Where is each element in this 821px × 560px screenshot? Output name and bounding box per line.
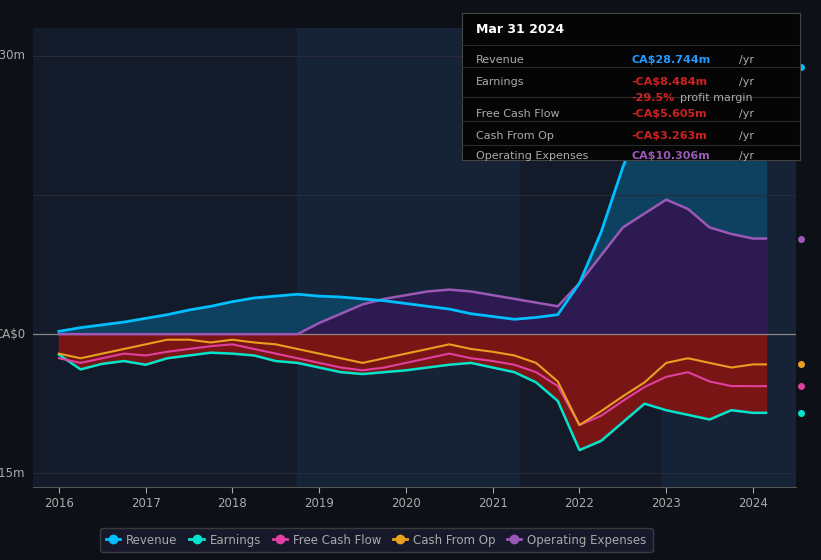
Legend: Revenue, Earnings, Free Cash Flow, Cash From Op, Operating Expenses: Revenue, Earnings, Free Cash Flow, Cash … xyxy=(100,528,653,553)
Text: Revenue: Revenue xyxy=(475,55,525,65)
Text: -CA$15m: -CA$15m xyxy=(0,467,25,480)
Text: CA$0: CA$0 xyxy=(0,328,25,340)
Text: CA$28.744m: CA$28.744m xyxy=(631,55,710,65)
Text: /yr: /yr xyxy=(739,109,754,119)
Text: /yr: /yr xyxy=(739,77,754,87)
Text: profit margin: profit margin xyxy=(680,93,753,103)
Text: CA$30m: CA$30m xyxy=(0,49,25,62)
Bar xyxy=(662,28,796,487)
Text: CA$10.306m: CA$10.306m xyxy=(631,151,709,161)
Text: -CA$3.263m: -CA$3.263m xyxy=(631,130,707,141)
Text: /yr: /yr xyxy=(739,55,754,65)
Text: Operating Expenses: Operating Expenses xyxy=(475,151,588,161)
Text: Cash From Op: Cash From Op xyxy=(475,130,553,141)
Text: -29.5%: -29.5% xyxy=(631,93,674,103)
Text: Earnings: Earnings xyxy=(475,77,524,87)
Text: /yr: /yr xyxy=(739,151,754,161)
Text: /yr: /yr xyxy=(739,130,754,141)
Text: -CA$8.484m: -CA$8.484m xyxy=(631,77,707,87)
Text: Mar 31 2024: Mar 31 2024 xyxy=(475,24,564,36)
Text: Free Cash Flow: Free Cash Flow xyxy=(475,109,559,119)
Text: -CA$5.605m: -CA$5.605m xyxy=(631,109,707,119)
Bar xyxy=(297,28,519,487)
